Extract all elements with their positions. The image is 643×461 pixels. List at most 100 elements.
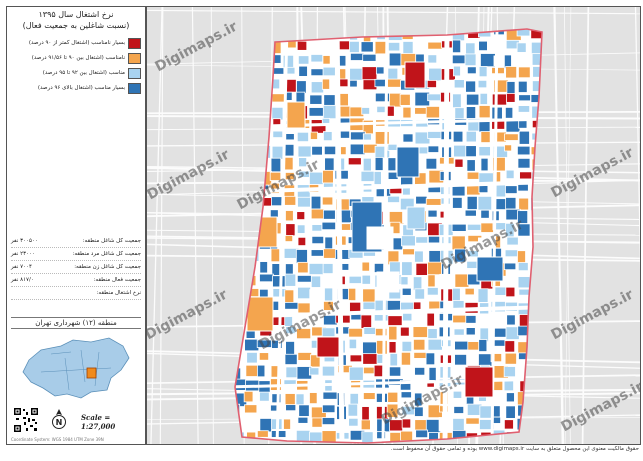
census-block: [362, 353, 378, 365]
census-block: [296, 211, 306, 220]
census-block: [270, 157, 282, 173]
census-block: [308, 156, 324, 166]
census-block: [269, 171, 282, 181]
census-block: [297, 236, 307, 246]
census-block: [428, 432, 439, 443]
census-block: [360, 41, 374, 53]
census-block: [366, 226, 394, 250]
stat-row: ۸۱۷/۰ نفر جمعیت فعال منطقه:: [11, 274, 141, 287]
census-block: [286, 101, 306, 129]
legend-swatch: [128, 82, 141, 94]
census-block: [476, 256, 504, 282]
census-block: [271, 354, 283, 363]
census-block: [517, 237, 527, 245]
census-block: [453, 263, 466, 271]
north-label: N: [56, 418, 63, 427]
census-block: [386, 300, 401, 312]
census-block: [454, 158, 464, 168]
scale-text: Scale = 1:27,000: [81, 413, 116, 431]
census-block: [285, 430, 298, 442]
census-block: [452, 197, 463, 209]
census-block: [480, 53, 496, 68]
main-roads: [235, 29, 542, 443]
census-block: [402, 248, 415, 256]
census-block: [258, 352, 270, 361]
census-block: [259, 273, 274, 283]
census-block: [453, 79, 465, 89]
census-block: [506, 392, 515, 403]
census-block: [296, 131, 309, 142]
census-block: [399, 380, 412, 391]
census-block: [284, 353, 298, 365]
stat-label: جمعیت کل شاغل زن منطقه:: [74, 264, 141, 270]
census-block: [298, 157, 308, 168]
census-block: [362, 288, 376, 304]
census-block: [360, 170, 376, 182]
main-road: [275, 29, 289, 443]
census-block: [362, 157, 372, 172]
stat-value: ۳۰۰۵۰۰ نفر: [11, 238, 38, 244]
census-block: [505, 286, 516, 298]
census-block: [399, 93, 411, 106]
census-block: [478, 339, 488, 352]
census-block: [517, 183, 529, 192]
region-name: منطقه (۱۲) شهرداری تهران: [11, 317, 141, 329]
census-block: [259, 261, 268, 274]
inset-district-lines: [40, 349, 112, 391]
census-block: [322, 404, 336, 413]
census-block: [361, 431, 374, 443]
coordinate-note: Coordinate System: WGS 1984 UTM Zone 39N: [11, 437, 104, 442]
background-street: [210, 7, 214, 444]
census-block: [310, 208, 325, 220]
census-block: [348, 417, 359, 427]
census-block: [311, 235, 325, 245]
census-block: [310, 249, 325, 257]
census-block: [492, 41, 505, 55]
census-block: [413, 378, 424, 393]
census-block: [361, 261, 370, 272]
census-block: [295, 340, 305, 351]
census-block: [454, 170, 465, 179]
census-block: [427, 145, 440, 153]
stat-label: جمعیت فعال منطقه:: [93, 277, 141, 283]
census-block: [322, 55, 331, 65]
census-block: [504, 249, 519, 258]
census-block: [387, 195, 400, 203]
census-block: [349, 40, 360, 53]
census-block: [402, 106, 412, 119]
region-boundary: [234, 28, 543, 444]
census-block: [428, 367, 437, 382]
census-block: [426, 80, 437, 88]
stat-row: ۷۰۰۴ نفر جمعیت کل شاغل زن منطقه:: [11, 261, 141, 274]
census-block: [530, 29, 542, 40]
census-block: [503, 366, 516, 378]
census-block: [415, 236, 429, 244]
inset-city-shape: [22, 337, 130, 399]
census-block: [504, 340, 516, 353]
census-block: [517, 157, 531, 169]
background-street: [147, 9, 640, 15]
legend-label: نامناسب (اشتغال بین ۹۰ تا ۹۱/۵۶ درصد): [31, 55, 125, 61]
census-block: [362, 301, 376, 310]
census-block: [517, 145, 531, 156]
census-block: [402, 133, 414, 143]
census-block: [415, 429, 429, 439]
census-block: [465, 106, 477, 119]
census-block: [505, 169, 515, 179]
census-block: [465, 417, 480, 425]
census-block: [425, 106, 440, 119]
legend-item-very-poor: بسیار نامناسب (اشتغال کمتر از ۹۰ درصد): [11, 37, 141, 49]
census-block: [490, 353, 503, 363]
census-block: [387, 315, 403, 326]
stat-label: نرخ اشتغال منطقه:: [96, 290, 141, 296]
census-block: [295, 429, 311, 443]
census-block: [243, 390, 254, 403]
census-block: [270, 248, 281, 263]
census-block: [376, 53, 389, 62]
census-block: [413, 352, 428, 359]
legend-swatch: [128, 52, 141, 64]
legend: بسیار نامناسب (اشتغال کمتر از ۹۰ درصد) ن…: [11, 37, 141, 97]
census-block: [387, 391, 399, 403]
census-block: [518, 197, 529, 211]
census-block: [414, 288, 425, 300]
